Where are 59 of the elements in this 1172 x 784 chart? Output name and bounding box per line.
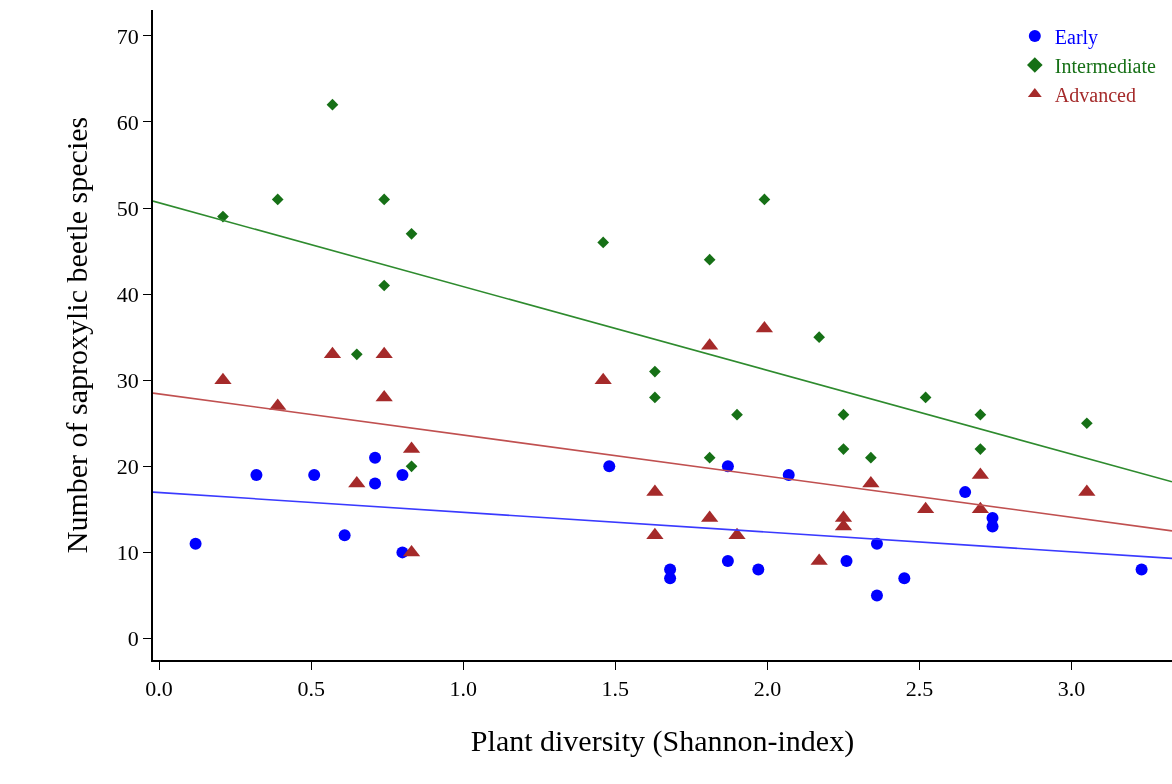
point [898,572,911,585]
y-tick-label: 50 [116,195,139,221]
y-tick-label: 0 [127,626,139,652]
point [378,279,391,292]
x-tick-label: 2.0 [753,676,782,702]
point [919,391,932,404]
point [405,227,418,240]
point [721,554,734,567]
x-tick-label: 0.0 [145,676,173,702]
point [870,589,883,602]
point [959,486,972,499]
x-tick-label: 1.0 [449,676,478,702]
point [731,408,743,421]
point [378,193,391,206]
point [813,331,825,343]
point [974,408,987,421]
legend-label: Early [1054,25,1099,49]
y-tick-label: 30 [116,367,139,393]
point [375,346,393,359]
y-tick-label: 40 [116,281,139,307]
legend-label: Advanced [1054,83,1136,106]
point [974,443,987,455]
point [369,477,382,490]
point [752,563,765,576]
y-axis-title: Number of saproxylic beetle species [60,116,94,554]
point [271,193,284,206]
y-tick-label: 70 [116,23,139,49]
point [703,451,716,464]
x-tick-label: 2.5 [905,676,934,702]
x-tick-label: 3.0 [1057,676,1086,702]
point [758,193,771,206]
point [1080,417,1093,430]
point [350,348,363,361]
y-tick-label: 20 [116,453,139,479]
point [703,253,716,266]
y-tick-label: 10 [116,540,139,566]
point [396,468,409,481]
point [189,537,202,550]
point [597,236,610,249]
x-axis-title: Plant diversity (Shannon-index) [470,724,855,759]
point [338,529,351,542]
point [308,468,321,481]
point [840,554,853,567]
point [369,451,382,464]
point [250,468,263,481]
x-tick-label: 1.5 [601,676,630,702]
point [603,460,616,473]
point [837,408,850,421]
point [837,443,850,455]
point [375,389,393,402]
x-tick-label: 0.5 [297,676,325,702]
point [865,451,877,464]
y-tick-label: 60 [116,109,139,135]
point [649,391,661,404]
legend-label: Intermediate [1054,54,1156,77]
point [649,365,661,378]
point [1135,563,1148,576]
point [326,98,339,111]
point [405,460,418,473]
